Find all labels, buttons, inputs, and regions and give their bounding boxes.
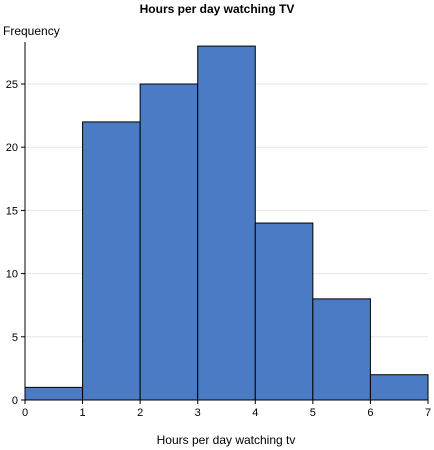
x-axis-label: Hours per day watching tv [157,433,296,447]
axes [21,42,429,404]
y-tick-label-25: 25 [6,79,18,91]
x-tick-label-7: 7 [425,407,431,419]
x-tick-label-3: 3 [195,407,201,419]
y-tick-label-5: 5 [12,332,18,344]
histogram-bar-1-2 [82,121,141,401]
histogram-bar-5-6 [312,298,371,401]
histogram-bar-4-5 [254,222,314,401]
x-tick-label-1: 1 [80,407,86,419]
histogram-bar-6-7 [369,374,429,401]
y-tick-label-15: 15 [6,205,18,217]
y-tick-label-0: 0 [12,395,18,407]
tick-labels: 0 5 10 15 20 25 0 1 2 3 4 5 6 7 [6,79,431,419]
y-axis-label: Frequency [3,24,60,38]
histogram-bar-0-1 [24,386,84,401]
x-tick-label-4: 4 [252,407,258,419]
x-tick-label-6: 6 [367,407,373,419]
x-tick-label-0: 0 [22,407,28,419]
chart-title: Hours per day watching TV [140,2,295,16]
y-tick-label-20: 20 [6,142,18,154]
x-tick-label-2: 2 [137,407,143,419]
histogram-bar-2-3 [139,83,199,401]
x-tick-label-5: 5 [310,407,316,419]
y-tick-label-10: 10 [6,269,18,281]
histogram-bars [24,45,429,401]
histogram-bar-3-4 [197,45,256,401]
